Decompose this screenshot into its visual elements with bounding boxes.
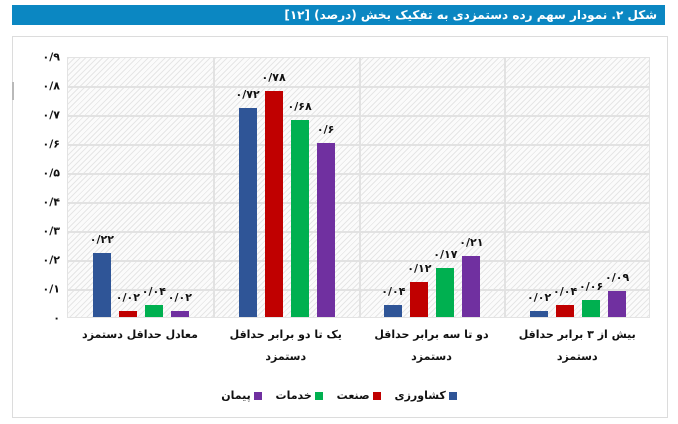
data-label: ۰/۶ (316, 123, 335, 136)
frame-handle (12, 82, 14, 100)
figure-title: شکل ۲. نمودار سهم رده دستمزدی به تفکیک ب… (12, 5, 665, 25)
data-label: ۰/۰۹ (605, 270, 630, 284)
legend-swatch-icon (448, 391, 457, 400)
category-separator (212, 58, 215, 317)
y-tick-label: ۰/۴ (42, 195, 60, 209)
bar (436, 267, 455, 317)
legend-item-keshavarzi: کشاورزی (395, 389, 457, 402)
y-tick-label: ۰/۹ (42, 50, 60, 64)
category-label: بیش از ۳ برابر حداقل دستمزد (518, 328, 636, 363)
bar (608, 290, 627, 317)
legend-label: صنعت (336, 389, 370, 402)
y-tick-label: ۰ (53, 311, 60, 325)
legend-item-peyman: پیمان (221, 389, 262, 402)
category-separator (358, 58, 361, 317)
bar (316, 143, 335, 317)
data-label: ۰/۷۸ (261, 70, 286, 84)
data-label: ۰/۰۲ (527, 291, 552, 305)
legend: کشاورزی صنعت خدمات پیمان (0, 389, 678, 403)
legend-label: خدمات (275, 389, 312, 402)
bar (582, 299, 601, 317)
data-label: ۰/۶۸ (287, 99, 312, 113)
legend-swatch-icon (314, 391, 323, 400)
plot-area: ۰/۲۲ ۰/۰۲ ۰/۰۴ ۰/۰۲ ۰/۷۲ ۰/۷۸ ۰/۶۸ ۰/۶ ۰/۰۴ ۰/۱۲ ۰… (67, 57, 650, 318)
bar (290, 119, 309, 317)
y-tick-label: ۰/۱ (42, 282, 60, 296)
bar (410, 282, 429, 317)
bar (384, 305, 403, 317)
data-label: ۰/۰۴ (553, 285, 578, 299)
legend-item-khadamat: خدمات (276, 389, 323, 402)
y-tick-label: ۰/۸ (42, 79, 60, 93)
category-separator (504, 58, 507, 317)
bar (556, 305, 575, 317)
y-tick-label: ۰/۷ (42, 108, 60, 122)
data-label: ۰/۷۲ (235, 88, 260, 102)
data-label: ۰/۲۱ (459, 236, 484, 250)
legend-item-sanat: صنعت (337, 389, 381, 402)
y-tick-label: ۰/۶ (42, 137, 60, 151)
bar (238, 108, 257, 317)
bar (92, 253, 111, 317)
data-label: ۰/۰۲ (115, 291, 140, 305)
data-label: ۰/۲۲ (89, 233, 114, 247)
data-label: ۰/۰۴ (141, 285, 166, 299)
category-label: دو تا سه برابر حداقل دستمزد (374, 328, 489, 363)
category-label: یک تا دو برابر حداقل دستمزد (229, 328, 342, 363)
bar (462, 256, 481, 317)
legend-swatch-icon (372, 391, 381, 400)
data-label: ۰/۰۴ (381, 285, 406, 299)
category-label: معادل حداقل دستمزد (82, 328, 198, 341)
y-tick-label: ۰/۵ (42, 166, 60, 180)
legend-label: کشاورزی (394, 389, 446, 402)
bar (118, 311, 137, 317)
data-label: ۰/۰۲ (167, 291, 192, 305)
legend-swatch-icon (253, 391, 262, 400)
data-label: ۰/۱۷ (433, 247, 458, 261)
bar (170, 311, 189, 317)
data-label: ۰/۰۶ (579, 279, 604, 293)
bar (144, 305, 163, 317)
legend-label: پیمان (221, 389, 251, 402)
bar (530, 311, 549, 317)
bar (264, 90, 283, 317)
y-tick-label: ۰/۲ (42, 253, 60, 267)
y-tick-label: ۰/۳ (42, 224, 60, 238)
data-label: ۰/۱۲ (407, 262, 432, 276)
